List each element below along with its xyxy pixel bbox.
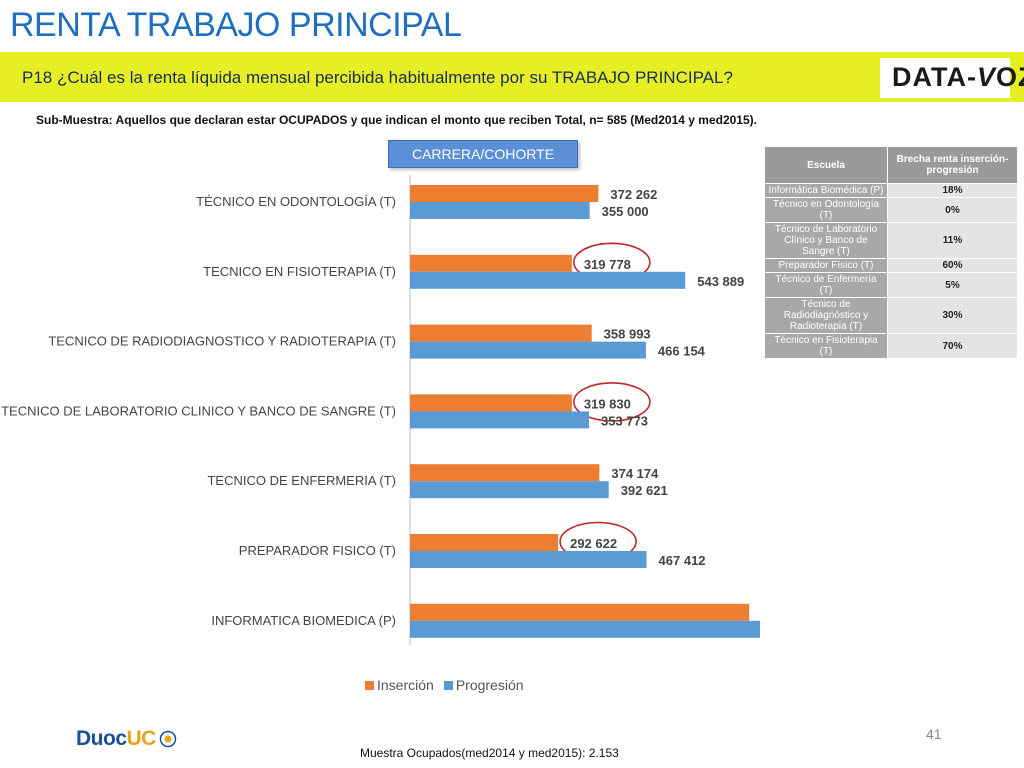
data-label: 319 830 (584, 396, 631, 411)
slide-title: RENTA TRABAJO PRINCIPAL (10, 6, 462, 44)
category-label: TECNICO DE LABORATORIO CLINICO Y BANCO D… (1, 403, 396, 418)
category-label: TÉCNICO EN ODONTOLOGÍA (T) (196, 194, 396, 209)
table-cell-school: Técnico de Enfermería (T) (764, 272, 888, 298)
bar-progresion (410, 341, 646, 359)
logo-part-data: DATA- (892, 62, 977, 92)
bar-insercion (410, 254, 572, 272)
table-cell-gap: 5% (887, 272, 1018, 298)
logo-part-v: V (976, 62, 996, 92)
table-row: Técnico de Laboratorio Clínico y Banco d… (764, 222, 1018, 259)
table-row: Informática Biomédica (P) 18% (764, 183, 1018, 198)
table-row: Preparador Físico (T) 60% (764, 258, 1018, 273)
legend-item-insercion: Inserción (365, 677, 434, 693)
table-cell-gap: 11% (887, 222, 1018, 259)
category-label: TECNICO EN FISIOTERAPIA (T) (203, 264, 396, 279)
bar-progresion (410, 620, 760, 638)
bar-progresion (410, 551, 647, 568)
duoc-logo-part1: Duoc (76, 727, 127, 750)
duoc-logo-text: DuocUC (76, 727, 156, 751)
category-label: INFORMATICA BIOMEDICA (P) (211, 613, 396, 628)
bar-insercion (410, 185, 599, 202)
duoc-uc-logo: DuocUC (76, 722, 186, 756)
income-bar-chart: TÉCNICO EN ODONTOLOGÍA (T) 372 262 355 000… (1, 175, 760, 645)
bar-insercion (410, 394, 572, 412)
table-cell-school: Técnico de Radiodiagnóstico y Radioterap… (764, 297, 888, 334)
footer-sample-note: Muestra Ocupados(med2014 y med2015): 2.1… (360, 746, 619, 760)
bar-progresion (410, 202, 590, 219)
category-label: PREPARADOR FISICO (T) (239, 543, 396, 558)
career-cohort-filter-button[interactable]: CARRERA/COHORTE (388, 140, 578, 168)
bar-progresion (410, 411, 590, 429)
data-label: 466 154 (658, 344, 706, 359)
income-gap-table: Escuela Brecha renta inserción-progresió… (764, 146, 1018, 359)
legend-swatch-insercion (365, 681, 374, 690)
data-label: 392 621 (621, 483, 668, 498)
data-label: 319 778 (584, 257, 631, 272)
table-cell-gap: 60% (887, 258, 1018, 273)
table-cell-gap: 30% (887, 297, 1018, 334)
table-cell-gap: 0% (887, 197, 1018, 223)
table-row: Técnico en Odontología (T) 0% (764, 197, 1018, 223)
table-header-row: Escuela Brecha renta inserción-progresió… (764, 146, 1018, 184)
table-cell-school: Técnico en Fisioterapia (T) (764, 333, 888, 359)
question-text: P18 ¿Cuál es la renta líquida mensual pe… (22, 68, 733, 87)
logo-part-oz: OZ (996, 62, 1024, 92)
table-cell-school: Técnico en Odontología (T) (764, 197, 888, 223)
filter-button-label: CARRERA/COHORTE (411, 146, 555, 162)
category-label: TECNICO DE RADIODIAGNOSTICO Y RADIOTERAP… (48, 334, 396, 349)
header-school: Escuela (764, 146, 888, 184)
page-number: 41 (926, 726, 942, 742)
data-label: 374 174 (611, 466, 659, 481)
header-gap: Brecha renta inserción-progresión (887, 146, 1018, 184)
legend-label-insercion: Inserción (377, 677, 434, 693)
legend-item-progresion: Progresión (443, 677, 524, 693)
table-cell-school: Preparador Físico (T) (764, 258, 888, 273)
table-row: Técnico de Radiodiagnóstico y Radioterap… (764, 297, 1018, 334)
table-row: Técnico de Enfermería (T) 5% (764, 272, 1018, 298)
table-cell-gap: 18% (887, 183, 1018, 198)
bar-insercion (410, 324, 592, 342)
data-label: 353 773 (601, 413, 648, 428)
table-cell-school: Informática Biomédica (P) (764, 183, 888, 198)
datavoz-logo-text: DATA-VOZ (892, 62, 1024, 93)
bar-insercion (410, 603, 750, 621)
highlight-circle (573, 382, 651, 422)
table-cell-school: Técnico de Laboratorio Clínico y Banco d… (764, 222, 888, 259)
data-label: 372 262 (610, 187, 657, 202)
legend-label-progresion: Progresión (455, 677, 524, 693)
data-label: 467 412 (659, 553, 706, 568)
duoc-seal-icon (159, 730, 177, 748)
bar-progresion (410, 271, 686, 289)
table-cell-gap: 70% (887, 333, 1018, 359)
legend-swatch-progresion (443, 681, 453, 690)
duoc-logo-part2: UC (126, 727, 157, 750)
data-label: 292 622 (570, 536, 617, 551)
bar-insercion (410, 464, 600, 482)
subsample-note: Sub-Muestra: Aquellos que declaran estar… (36, 113, 757, 127)
bar-insercion (410, 534, 559, 551)
question-band (0, 52, 1024, 102)
data-label: 543 889 (697, 274, 744, 289)
table-row: Técnico en Fisioterapia (T) 70% (764, 333, 1018, 359)
category-label: TECNICO DE ENFERMERIA (T) (207, 473, 396, 488)
bar-progresion (410, 481, 609, 499)
chart-legend: Inserción Progresión (365, 677, 524, 693)
data-label: 358 993 (604, 327, 651, 342)
data-label: 355 000 (602, 204, 649, 219)
datavoz-logo (880, 58, 1010, 98)
